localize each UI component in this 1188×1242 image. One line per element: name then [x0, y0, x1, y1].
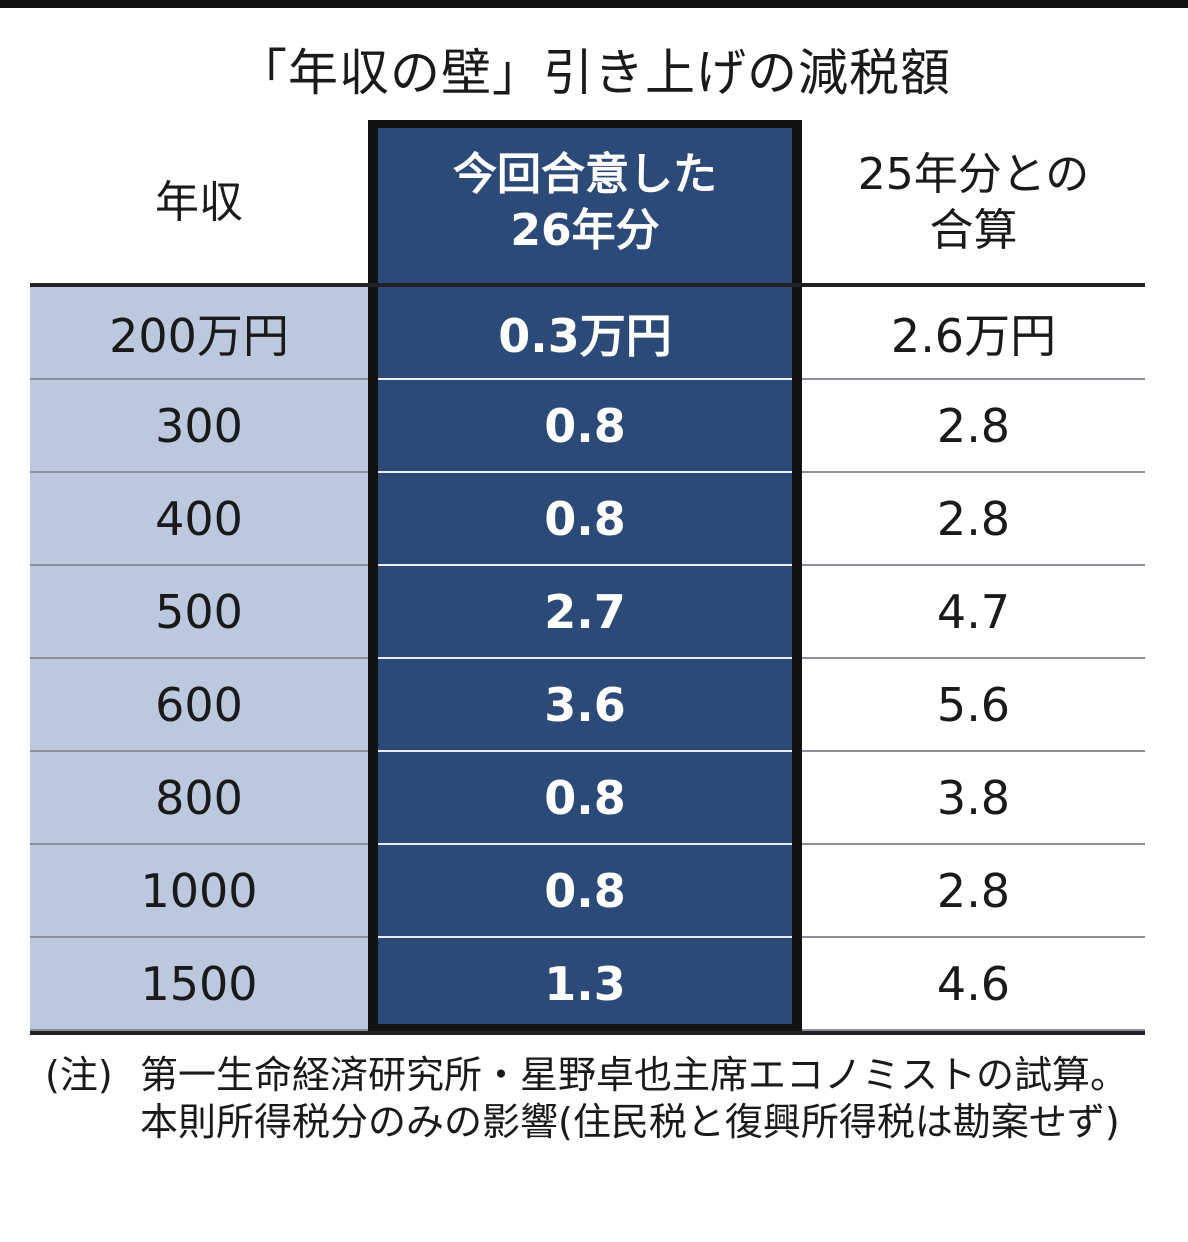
income-cell: 200万円: [30, 287, 368, 380]
combined-cell: 2.8: [802, 473, 1145, 566]
combined-cell: 2.6万円: [802, 287, 1145, 380]
highlight-column-frame: [368, 120, 802, 1032]
table-row: 500 2.7 4.7: [30, 566, 1145, 659]
combined-cell: 4.6: [802, 938, 1145, 1031]
reduction-2026-cell: 0.8: [378, 473, 792, 566]
reduction-2026-cell: 0.8: [378, 845, 792, 938]
header-combined: 25年分との 合算: [857, 148, 1090, 256]
income-cell: 400: [30, 473, 368, 566]
combined-cell: 5.6: [802, 659, 1145, 752]
income-cell: 800: [30, 752, 368, 845]
table-row: 1500 1.3 4.6: [30, 938, 1145, 1031]
header-income: 年収: [155, 176, 243, 228]
footnote-label: (注): [45, 1053, 113, 1097]
reduction-2026-cell: 2.7: [378, 566, 792, 659]
combined-cell: 2.8: [802, 380, 1145, 473]
income-cell: 600: [30, 659, 368, 752]
reduction-2026-cell: 1.3: [544, 956, 626, 1011]
table-row: 800 0.8 3.8: [30, 752, 1145, 845]
combined-cell: 2.8: [802, 845, 1145, 938]
bottom-divider: [30, 1031, 1145, 1035]
reduction-2026-cell: 0.8: [378, 380, 792, 473]
combined-cell: 4.7: [802, 566, 1145, 659]
table-row: 200万円 0.3万円 2.6万円: [30, 287, 1145, 380]
table-row: 400 0.8 2.8: [30, 473, 1145, 566]
income-cell: 300: [30, 380, 368, 473]
table-row: 1000 0.8 2.8: [30, 845, 1145, 938]
income-cell: 1500: [30, 938, 368, 1031]
reduction-2026-cell: 3.6: [378, 659, 792, 752]
top-border: [0, 0, 1188, 8]
header-divider: [30, 283, 1145, 287]
table-title: 「年収の壁」引き上げの減税額: [237, 44, 951, 102]
income-cell: 1000: [30, 845, 368, 938]
table-row: 600 3.6 5.6: [30, 659, 1145, 752]
reduction-2026-cell: 0.3万円: [378, 287, 792, 380]
combined-cell: 3.8: [802, 752, 1145, 845]
header-2026: 今回合意した 26年分: [453, 148, 717, 256]
footnote-text: 第一生命経済研究所・星野卓也主席エコノミストの試算。本則所得税分のみの影響(住民…: [140, 1053, 1129, 1144]
table-row: 300 0.8 2.8: [30, 380, 1145, 473]
reduction-2026-cell: 0.8: [378, 752, 792, 845]
income-cell: 500: [30, 566, 368, 659]
